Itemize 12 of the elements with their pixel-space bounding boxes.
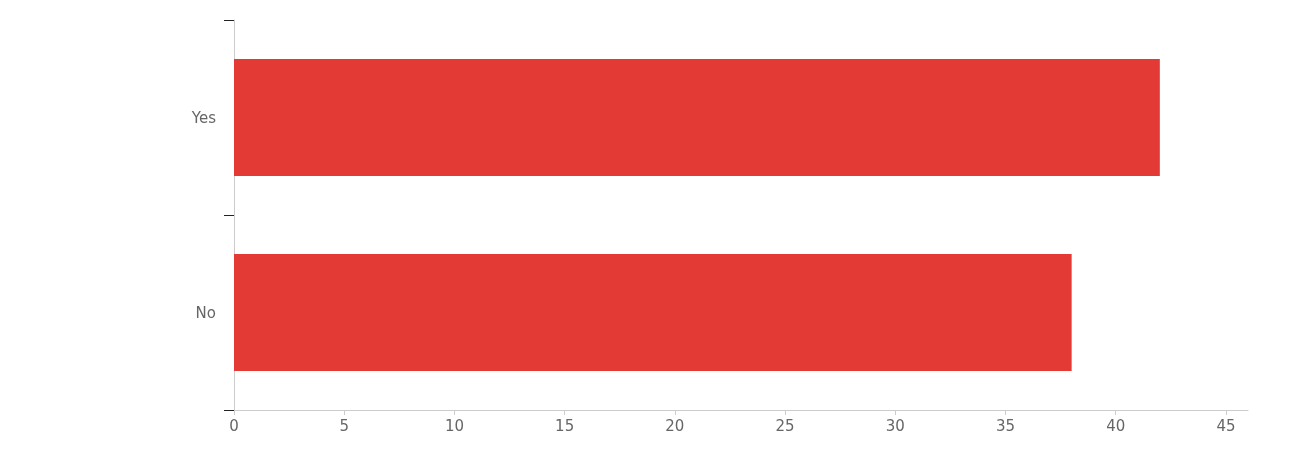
x-tick-label: 20	[665, 416, 685, 435]
x-tick-label: 15	[555, 416, 575, 435]
y-tick-label: Yes	[190, 108, 217, 127]
y-tick-label: No	[195, 303, 216, 322]
x-tick-label: 40	[1106, 416, 1126, 435]
x-tick-label: 10	[444, 416, 464, 435]
x-tick-label: 5	[339, 416, 349, 435]
x-tick-label: 25	[775, 416, 795, 435]
x-tick-label: 35	[995, 416, 1016, 435]
x-tick-label: 0	[229, 416, 239, 435]
x-tick-label: 30	[885, 416, 905, 435]
x-tick-label: 45	[1216, 416, 1236, 435]
